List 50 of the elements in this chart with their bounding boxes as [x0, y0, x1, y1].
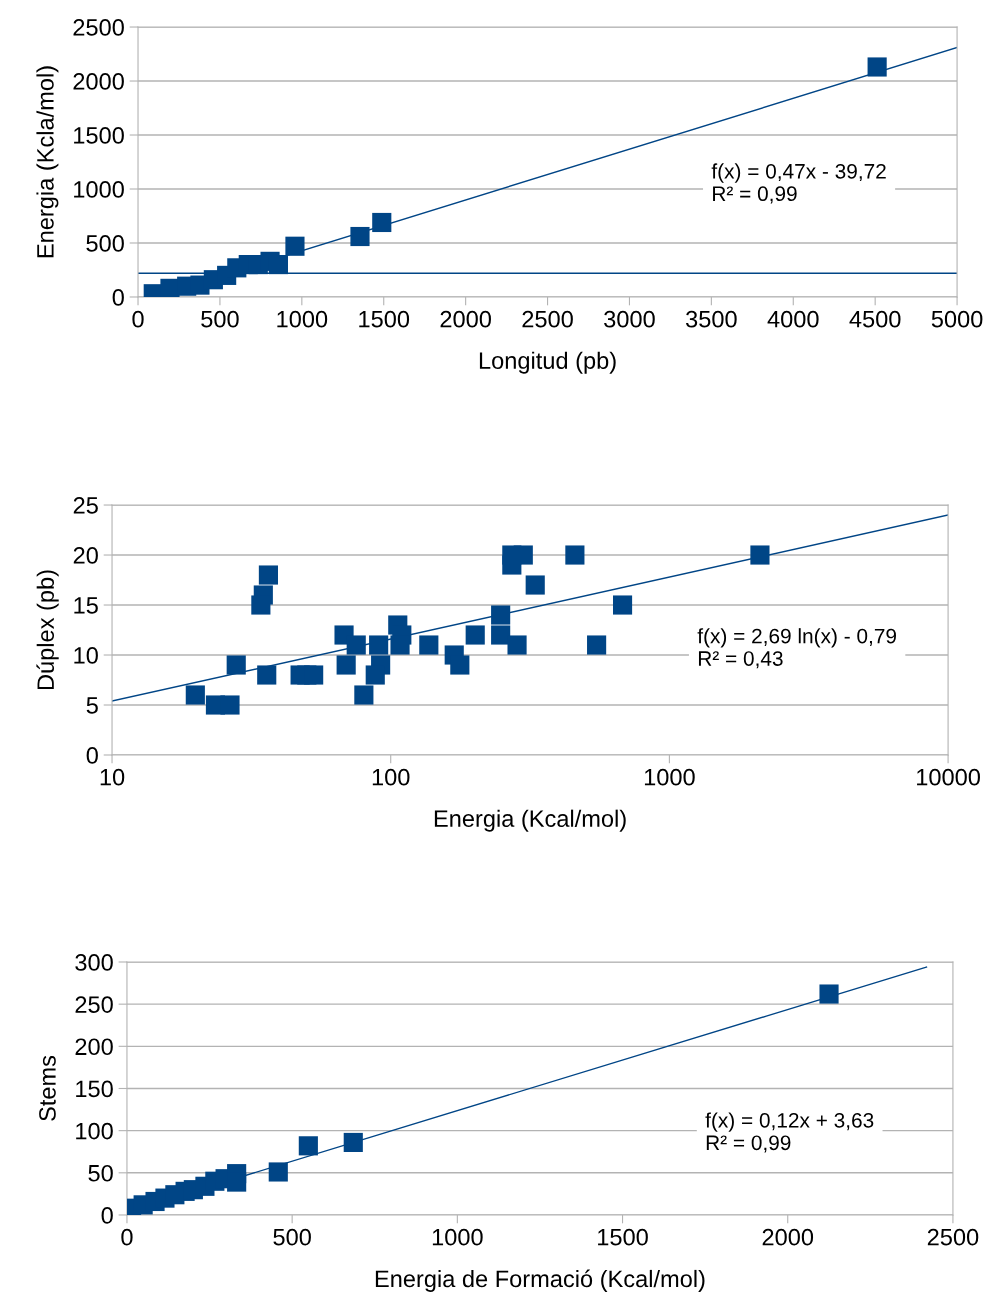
annotation: R² = 0,99	[706, 1135, 791, 1153]
x-tick-label: 2000	[440, 310, 491, 328]
x-tick-label: 2500	[927, 1228, 979, 1246]
x-tick-label: 10000	[917, 768, 980, 786]
y-tick-label: 15	[74, 597, 98, 614]
y-tick-label: 50	[88, 1164, 113, 1182]
annotation: f(x) = 0,12x + 3,63	[705, 1112, 874, 1132]
y-tick-label: 0	[101, 1207, 113, 1224]
y-tick-label: 500	[86, 235, 124, 252]
x-tick-label: 4000	[767, 310, 819, 328]
x-axis-title: Energia (Kcal/mol)	[434, 809, 626, 832]
y-axis-title: Dúplex (pb)	[36, 570, 59, 690]
x-tick-label: 3500	[686, 310, 737, 328]
x-tick-label: 5000	[931, 310, 983, 328]
y-tick-label: 2000	[73, 73, 124, 90]
y-tick-label: 25	[73, 497, 98, 514]
y-tick-label: 1500	[74, 127, 124, 144]
y-axis-title: Stems	[39, 1055, 56, 1121]
y-axis-title: Energia (Kcla/mol)	[36, 66, 59, 258]
x-axis-title: Energia de Formació (Kcal/mol)	[375, 1269, 705, 1292]
x-tick-label: 500	[201, 310, 239, 328]
y-tick-label: 10	[74, 647, 98, 664]
annotation: R² = 0,99	[713, 186, 797, 204]
annotation: f(x) = 2,69 ln(x) - 0,79	[697, 628, 897, 648]
annotation: f(x) = 0,47x - 39,72	[711, 163, 886, 183]
x-tick-label: 2000	[762, 1228, 814, 1246]
x-tick-label: 2500	[522, 310, 573, 328]
x-tick-label: 1000	[644, 768, 695, 786]
x-tick-label: 1500	[359, 310, 410, 328]
x-tick-label: 4500	[849, 310, 901, 328]
annotation: R² = 0,43	[698, 651, 783, 669]
y-tick-label: 2500	[73, 19, 124, 36]
y-tick-label: 1000	[74, 181, 124, 198]
y-tick-label: 20	[73, 547, 98, 564]
y-tick-label: 250	[75, 996, 113, 1013]
y-tick-label: 0	[112, 289, 124, 306]
x-tick-label: 0	[132, 310, 144, 328]
x-tick-label: 500	[273, 1228, 311, 1246]
x-tick-label: 1500	[598, 1228, 648, 1246]
x-tick-label: 1000	[277, 310, 328, 328]
y-tick-label: 5	[86, 697, 98, 714]
x-tick-label: 3000	[604, 310, 655, 328]
y-tick-label: 200	[75, 1038, 113, 1056]
y-tick-label: 0	[86, 747, 98, 764]
x-tick-label: 1000	[432, 1228, 483, 1246]
y-tick-label: 150	[76, 1080, 113, 1098]
x-tick-label: 100	[372, 768, 410, 786]
x-axis-title: Longitud (pb)	[479, 351, 616, 374]
y-tick-label: 100	[76, 1122, 113, 1140]
y-tick-label: 300	[75, 954, 113, 971]
